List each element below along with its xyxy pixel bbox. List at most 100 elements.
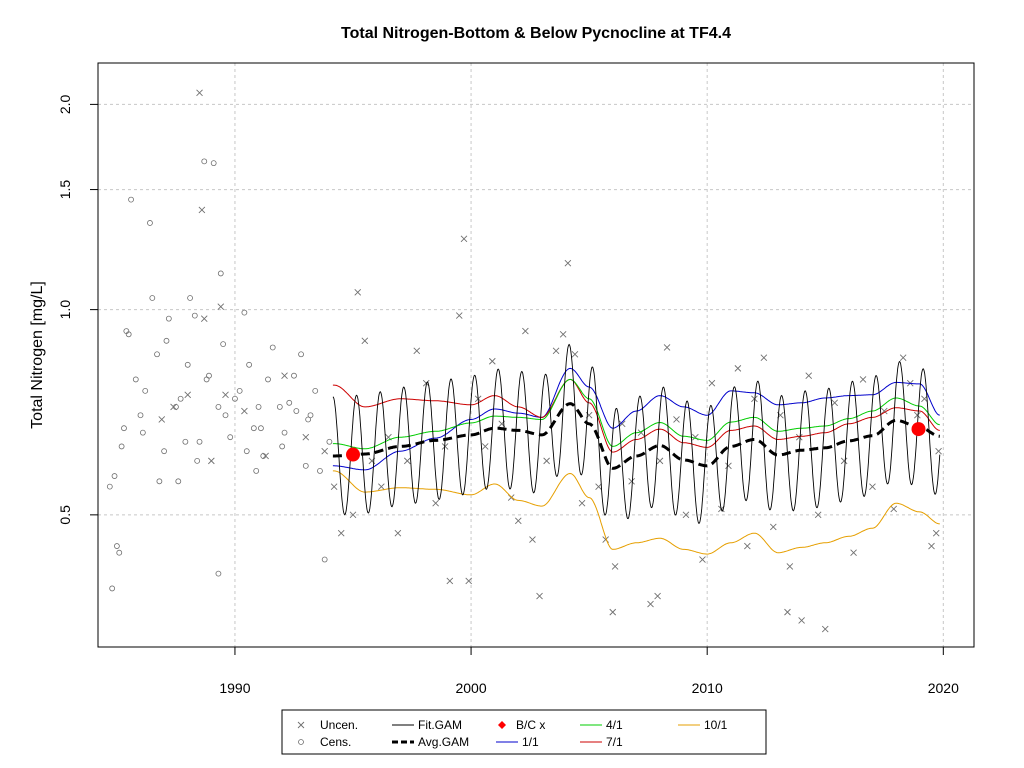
censored-point	[255, 403, 262, 410]
censored-point	[147, 220, 153, 226]
uncensored-point	[932, 529, 940, 537]
censored-point	[293, 408, 300, 414]
censored-point	[191, 312, 198, 319]
uncensored-point	[578, 499, 586, 507]
x-tick-label: 2010	[692, 680, 723, 696]
censored-point	[265, 376, 271, 383]
uncensored-point	[647, 600, 654, 608]
bc-point	[346, 447, 361, 462]
legend-marker-censored	[298, 739, 304, 745]
censored-point	[250, 425, 257, 432]
legend-label: Cens.	[320, 735, 351, 749]
legend: Uncen. Cens. Fit.GAM Avg.GAM B/C x 1/1 4/1 7/1 1…	[281, 709, 767, 755]
censored-point	[175, 478, 182, 485]
uncensored-point	[413, 347, 421, 355]
censored-point	[165, 315, 172, 322]
censored-point	[161, 448, 168, 455]
uncensored-point	[302, 433, 310, 441]
uncensored-point	[734, 365, 742, 372]
uncensored-point	[840, 457, 848, 465]
uncensored-point	[708, 379, 716, 387]
ratio-7-1-line	[332, 378, 940, 453]
uncensored-point	[488, 357, 496, 365]
censored-point	[217, 270, 224, 277]
censored-point	[137, 412, 144, 419]
censored-point	[194, 457, 201, 464]
censored-point	[326, 438, 333, 445]
uncensored-point	[543, 457, 550, 465]
censored-point	[121, 425, 127, 432]
censored-point	[106, 483, 113, 490]
uncensored-point	[595, 483, 602, 490]
legend-box	[281, 709, 767, 755]
uncensored-point	[460, 235, 468, 243]
uncensored-point	[899, 354, 907, 362]
censored-point	[177, 395, 184, 402]
avg-gam-line	[332, 402, 940, 470]
censored-point	[236, 387, 243, 394]
legend-label: Uncen.	[320, 718, 358, 732]
uncensored-point	[890, 505, 898, 513]
censored-point	[269, 344, 276, 351]
legend-label: 1/1	[522, 735, 539, 749]
censored-point	[210, 160, 217, 167]
uncensored-point	[354, 289, 362, 296]
censored-point	[149, 295, 156, 301]
uncensored-point	[559, 330, 567, 338]
uncensored-point	[481, 443, 489, 450]
y-tick-label: 0.5	[57, 505, 73, 525]
uncensored-point	[208, 457, 215, 465]
censored-point	[281, 429, 288, 436]
uncensored-point	[184, 391, 192, 399]
x-tick-label: 1990	[219, 680, 250, 696]
censored-point	[142, 387, 149, 394]
uncensored-point	[378, 483, 385, 490]
uncensored-point	[798, 617, 805, 624]
uncensored-point	[552, 347, 560, 355]
censored-point	[215, 403, 222, 410]
uncensored-point	[281, 372, 288, 380]
censored-point	[305, 416, 312, 423]
uncensored-point	[935, 447, 942, 455]
bc-points	[346, 422, 926, 462]
censored-point	[196, 438, 203, 445]
uncensored-point	[814, 511, 822, 519]
censored-point	[312, 387, 319, 394]
censored-point	[113, 543, 120, 549]
uncensored-point	[725, 462, 732, 470]
uncensored-point	[784, 608, 791, 616]
uncensored-point	[571, 350, 579, 358]
censored-point	[182, 438, 189, 445]
uncensored-point	[831, 399, 839, 407]
uncensored-point	[432, 499, 439, 507]
uncensored-point	[654, 592, 661, 600]
uncensored-point	[869, 483, 876, 490]
uncensored-point	[455, 312, 463, 319]
y-axis: 0.5 1.0 1.5 2.0	[57, 94, 98, 525]
legend-label: Fit.GAM	[418, 718, 462, 732]
censored-point	[279, 443, 286, 450]
uncensored-point	[394, 529, 402, 537]
y-tick-label: 2.0	[57, 94, 73, 114]
ratio-10-1-line	[332, 470, 940, 555]
uncensored-point	[222, 391, 229, 399]
uncensored-point	[795, 433, 803, 441]
censored-point	[298, 351, 304, 358]
censored-point	[276, 403, 283, 410]
uncensored-point	[850, 549, 857, 557]
uncensored-point	[682, 511, 690, 519]
uncensored-point	[914, 411, 921, 419]
censored-point	[307, 412, 314, 419]
ratio-1-1-line	[332, 367, 940, 471]
censored-point	[321, 556, 328, 563]
censored-point	[156, 478, 163, 485]
censored-point	[302, 462, 309, 469]
censored-point	[132, 376, 139, 383]
ratio-4-1-line	[332, 378, 940, 450]
uncensored-point	[699, 556, 706, 563]
uncensored-point	[760, 354, 768, 362]
uncensored-point	[241, 407, 248, 415]
legend-marker-uncensored	[297, 721, 305, 729]
